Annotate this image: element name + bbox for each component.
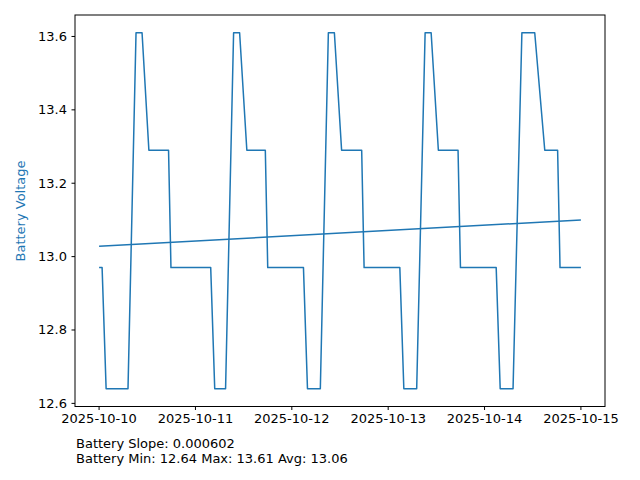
- y-tick-label: 13.0: [38, 249, 67, 264]
- chart-canvas: 12.612.813.013.213.413.6 2025-10-102025-…: [0, 0, 640, 480]
- battery-voltage-chart: 12.612.813.013.213.413.6 2025-10-102025-…: [0, 0, 640, 480]
- y-tick-label: 13.6: [38, 29, 67, 44]
- x-tick-label: 2025-10-14: [447, 411, 523, 426]
- x-tick-label: 2025-10-10: [61, 411, 137, 426]
- y-axis-label: Battery Voltage: [13, 160, 28, 261]
- x-tick-label: 2025-10-13: [350, 411, 426, 426]
- data-series: [99, 33, 581, 389]
- x-axis-ticks: 2025-10-10 2025-10-11 2025-10-12 2025-10-13…: [61, 407, 618, 427]
- battery-trend-line: [99, 220, 581, 246]
- stats-minmaxavg-text: Battery Min: 12.64 Max: 13.61 Avg: 13.06: [76, 451, 348, 466]
- x-tick-label: 2025-10-12: [254, 411, 330, 426]
- plot-area-spines: [75, 15, 605, 407]
- x-tick-label: 2025-10-15: [543, 411, 619, 426]
- stats-slope-text: Battery Slope: 0.000602: [76, 436, 235, 451]
- x-tick-label: 2025-10-11: [158, 411, 234, 426]
- battery-voltage-line: [99, 33, 581, 389]
- y-axis-ticks: 12.6 12.8 13.0 13.2 13.4 13.6: [38, 29, 75, 411]
- y-tick-label: 12.8: [38, 322, 67, 337]
- y-tick-label: 13.4: [38, 102, 67, 117]
- y-tick-label: 13.2: [38, 176, 67, 191]
- y-tick-label: 12.6: [38, 396, 67, 411]
